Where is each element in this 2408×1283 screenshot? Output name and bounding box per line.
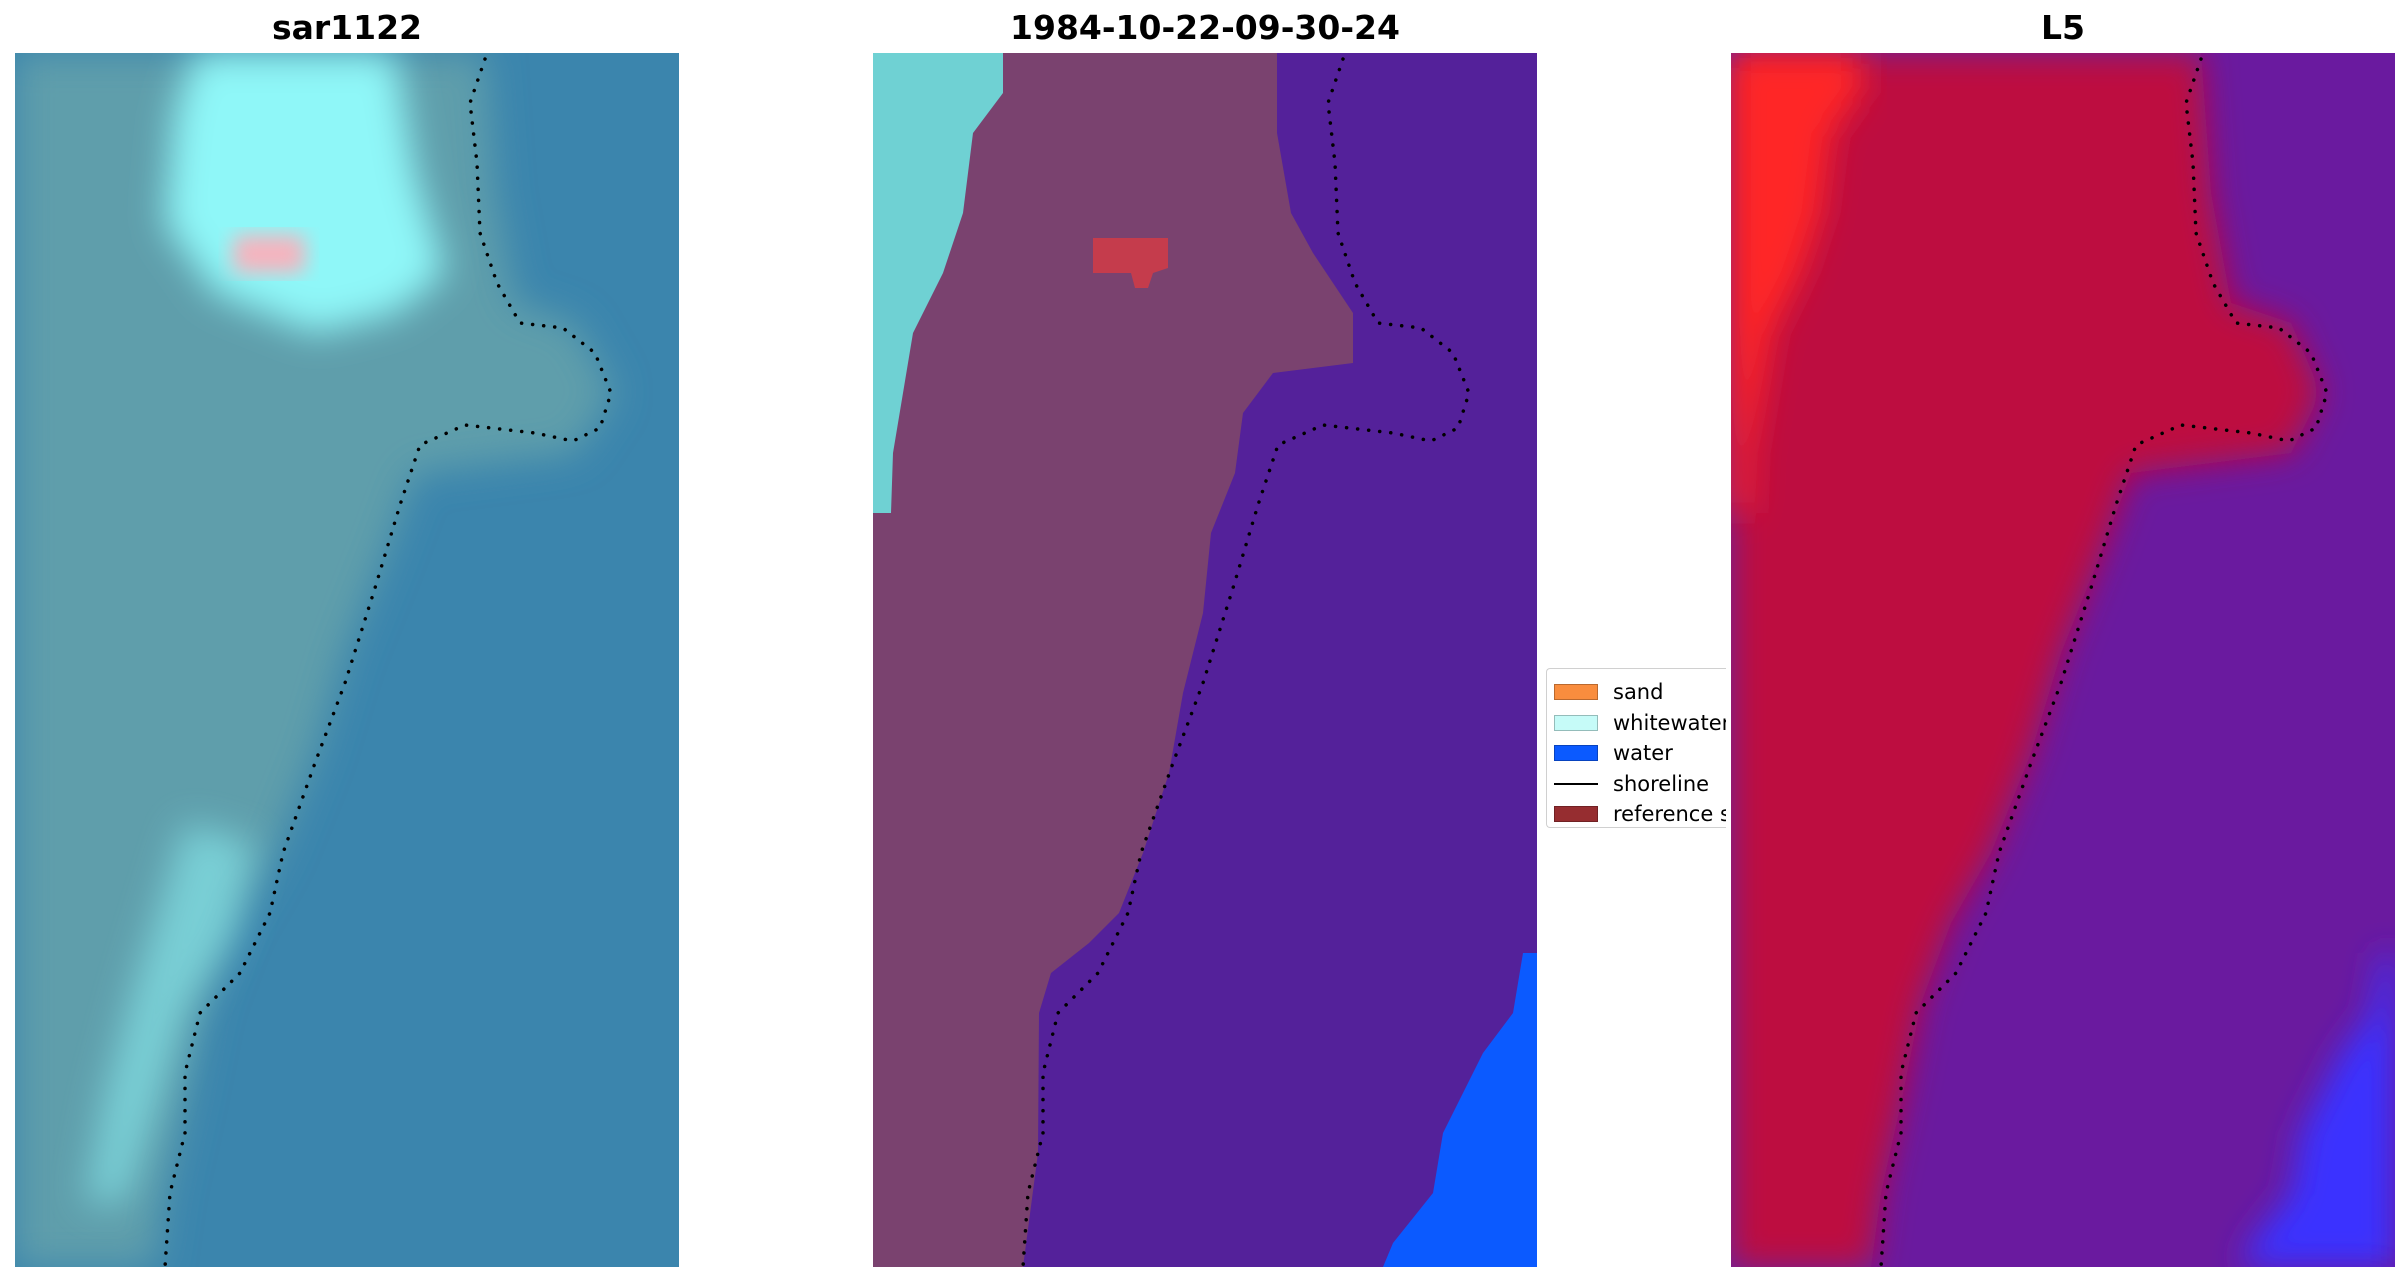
index-image (1731, 53, 2395, 1267)
legend-label-reference-buffer: reference shoreline buffer (1613, 802, 1726, 827)
rgb-bright-spot (233, 235, 305, 273)
legend-label-sand: sand (1613, 680, 1664, 705)
legend-label-water: water (1613, 741, 1673, 766)
rgb-whitewater-streak (85, 823, 255, 1203)
index-water (2241, 953, 2395, 1267)
class-land (873, 53, 1353, 1267)
legend-swatch-reference-buffer (1554, 806, 1598, 823)
index-edge (1731, 53, 1861, 513)
panel-title-sar1122: sar1122 (271, 8, 423, 47)
class-whitewater (873, 53, 1003, 513)
legend-item-shoreline: shoreline (1547, 769, 1726, 800)
index-land (1731, 53, 2321, 1267)
classified-image-panel (873, 53, 1537, 1267)
legend-item-whitewater: whitewater (1547, 708, 1726, 739)
index-image-panel (1731, 53, 2395, 1267)
legend-item-water: water (1547, 738, 1726, 769)
legend-label-whitewater: whitewater (1613, 710, 1726, 735)
legend-swatch-whitewater (1554, 714, 1598, 731)
legend-label-shoreline: shoreline (1613, 771, 1710, 796)
legend-line-shoreline (1554, 782, 1598, 785)
classified-image (873, 53, 1537, 1267)
legend-item-sand: sand (1547, 677, 1726, 708)
class-spot (1093, 238, 1168, 288)
legend-item-reference-buffer: reference shoreline buffer (1547, 799, 1726, 827)
rgb-image (15, 53, 679, 1267)
class-water (1383, 953, 1537, 1267)
rgb-image-panel (15, 53, 679, 1267)
legend: sand whitewater water shoreline referenc… (1546, 668, 1726, 828)
panel-title-date: 1984-10-22-09-30-24 (1010, 8, 1400, 47)
panel-title-l5: L5 (2041, 8, 2085, 47)
legend-swatch-sand (1554, 684, 1598, 701)
legend-swatch-water (1554, 745, 1598, 762)
